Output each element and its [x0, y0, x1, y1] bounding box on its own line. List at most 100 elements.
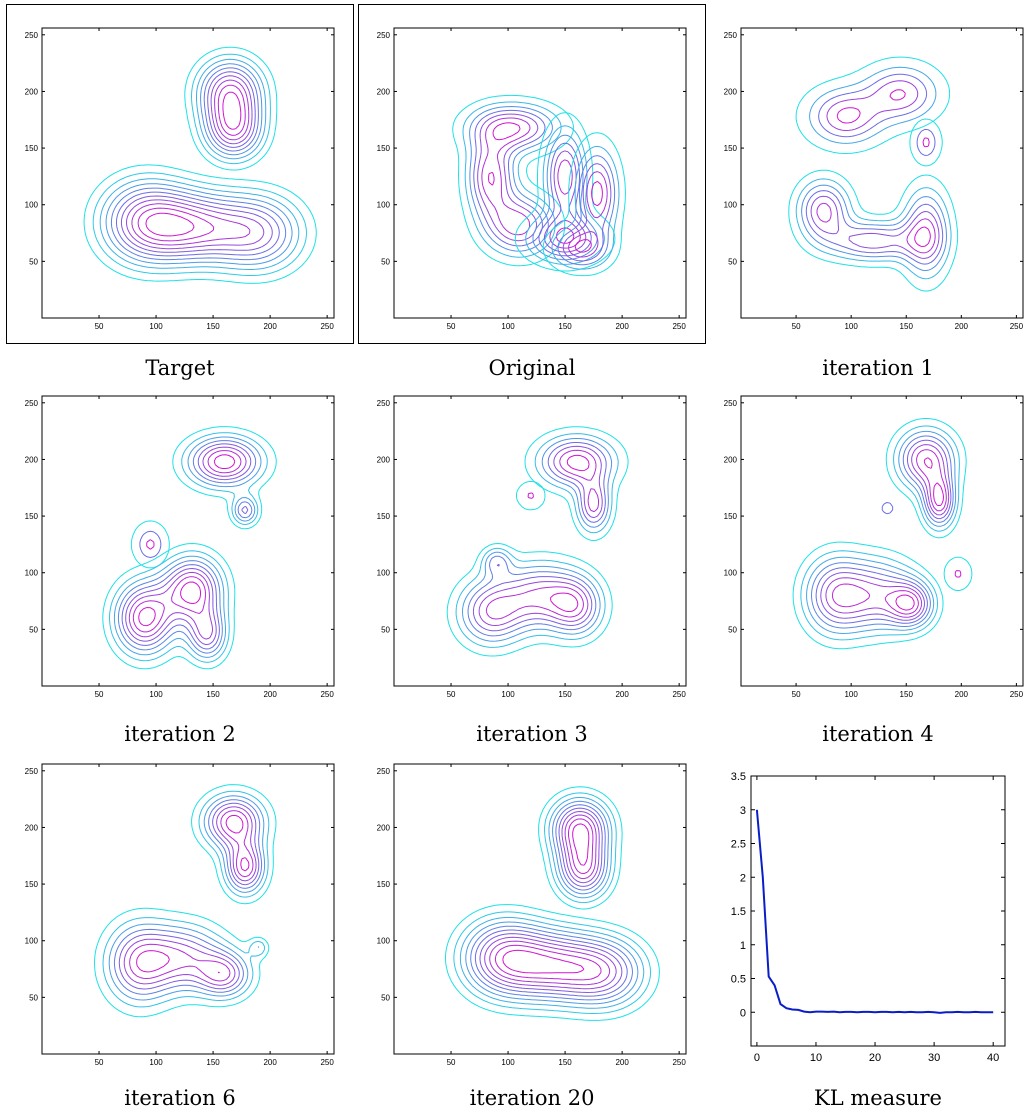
y-tick-label: 250 — [377, 31, 391, 40]
contour-line — [561, 811, 600, 884]
x-tick-label: 150 — [900, 690, 914, 699]
x-tick-label: 200 — [955, 690, 969, 699]
x-tick-label: 100 — [844, 322, 858, 331]
x-tick-label: 50 — [792, 690, 801, 699]
axes-frame — [41, 395, 335, 687]
contour-line — [538, 786, 623, 910]
x-tick-label: 150 — [558, 322, 572, 331]
x-tick-label: 50 — [95, 690, 104, 699]
y-tick-label: 50 — [381, 993, 390, 1002]
contour-line — [481, 117, 531, 236]
contour-line — [110, 187, 287, 261]
x-tick-label: 250 — [320, 322, 334, 331]
axes: 50 100 150 200 250 50 100 150 200 250 — [25, 395, 335, 699]
x-tick-label: 50 — [447, 690, 456, 699]
x-tick-label: 100 — [501, 322, 515, 331]
x-tick-label: 100 — [501, 690, 515, 699]
x-tick-label: 150 — [558, 1058, 572, 1067]
contour-line — [116, 191, 280, 257]
contour-line — [459, 916, 645, 1009]
contour-blob — [83, 164, 317, 284]
y-tick-label: 200 — [25, 87, 39, 96]
contour-line — [109, 550, 230, 663]
contour-line — [907, 439, 952, 520]
x-tick-label: 250 — [320, 690, 334, 699]
contour-line — [574, 180, 603, 253]
kl-x-tick-label: 10 — [810, 1052, 822, 1064]
kl-y-tick-label: 3.5 — [731, 771, 746, 783]
axes: 50 100 150 200 250 50 100 150 200 250 — [25, 763, 335, 1067]
axes: 50 100 150 200 250 50 100 150 200 250 — [377, 763, 687, 1067]
contour-line — [145, 212, 195, 237]
y-tick-label: 250 — [377, 399, 391, 408]
contour-line — [203, 67, 259, 152]
contour-line — [494, 944, 602, 981]
x-tick-label: 200 — [263, 690, 277, 699]
contour-line — [895, 594, 915, 611]
y-tick-label: 50 — [381, 257, 390, 266]
x-tick-label: 200 — [263, 1058, 277, 1067]
contour-blob — [538, 786, 623, 910]
contour-line — [453, 911, 652, 1014]
contour-line — [923, 457, 944, 506]
contour-line — [207, 450, 242, 474]
axes-frame — [393, 763, 687, 1055]
contour-blob — [446, 543, 613, 657]
contour-line — [816, 202, 936, 254]
contour-line — [203, 795, 266, 893]
contour-line — [217, 84, 246, 136]
contour-line — [200, 63, 263, 156]
contour-blob — [885, 418, 967, 539]
contour-line — [502, 949, 585, 974]
y-tick-label: 150 — [377, 512, 391, 521]
x-tick-label: 250 — [672, 690, 686, 699]
y-tick-label: 250 — [25, 767, 39, 776]
axes-frame — [41, 27, 335, 319]
contour-line — [123, 938, 236, 986]
contour-line — [445, 904, 660, 1021]
x-tick-label: 250 — [672, 1058, 686, 1067]
contour-line — [818, 73, 928, 138]
contour-line — [485, 586, 584, 620]
contour-line — [805, 190, 944, 265]
contour-line — [213, 454, 236, 469]
contour-line — [126, 199, 265, 250]
contour-blob — [524, 426, 629, 542]
x-tick-label: 50 — [792, 322, 801, 331]
contour-line — [131, 203, 251, 246]
contour-line — [916, 449, 947, 512]
caption-iteration-3: iteration 3 — [476, 722, 588, 746]
contour-line — [820, 572, 925, 621]
contour-line — [898, 430, 957, 527]
contour-line — [836, 89, 906, 124]
contour-line — [92, 172, 307, 276]
y-tick-label: 100 — [25, 937, 39, 946]
contour-line — [225, 815, 250, 872]
kl-y-tick-label: 3 — [740, 805, 746, 817]
contour-line — [196, 58, 267, 160]
y-tick-label: 200 — [377, 823, 391, 832]
contour-line — [455, 547, 606, 648]
contour-blob — [516, 480, 546, 511]
x-tick-label: 250 — [1010, 690, 1024, 699]
kl-x-tick-label: 30 — [928, 1052, 940, 1064]
contour-line — [202, 446, 247, 477]
contour-line — [191, 53, 271, 165]
contour-line — [553, 445, 603, 519]
contour-blob — [788, 169, 959, 292]
x-tick-label: 200 — [263, 322, 277, 331]
contour-line — [470, 925, 633, 1001]
contour-line — [954, 570, 962, 578]
contour-line — [473, 109, 546, 247]
contour-line — [220, 810, 254, 878]
y-tick-label: 150 — [724, 144, 738, 153]
y-tick-label: 100 — [25, 569, 39, 578]
contour-blob — [943, 556, 973, 591]
y-tick-label: 100 — [377, 569, 391, 578]
contour-line — [547, 442, 607, 523]
contour-line — [534, 433, 619, 534]
